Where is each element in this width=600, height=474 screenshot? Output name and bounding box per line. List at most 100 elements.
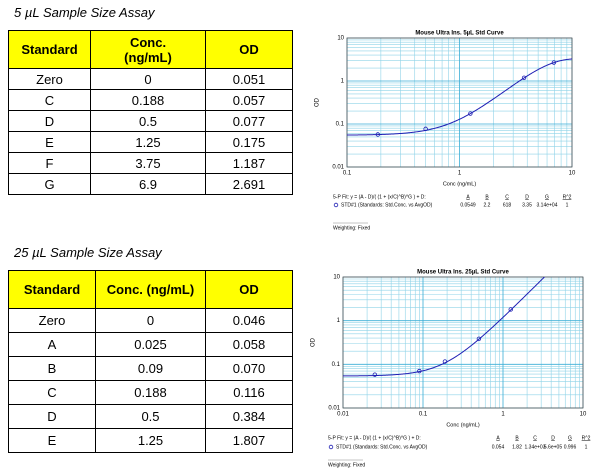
fit-header: B — [515, 435, 519, 441]
x-tick-label: 1 — [458, 171, 462, 177]
fit-curve — [347, 58, 572, 136]
fit-value: 618 — [503, 202, 512, 208]
x-axis-label: Conc (ng/mL) — [443, 181, 476, 187]
data-point — [468, 111, 473, 116]
legend-marker — [328, 444, 334, 450]
row: B 0.09 0.070 — [8, 356, 293, 381]
cell: 0.025 — [95, 332, 206, 357]
cell: 0.070 — [205, 356, 293, 381]
fit-value: 1.82 — [512, 444, 522, 450]
data-point — [375, 132, 381, 137]
cell: 0.5 — [90, 110, 206, 132]
assay-title: 25 µL Sample Size Assay — [14, 245, 162, 260]
x-tick-label: 0.01 — [337, 412, 349, 418]
fit-value: 3.14e+04 — [537, 202, 558, 208]
legend-marker — [333, 202, 339, 208]
assay-title: 5 µL Sample Size Assay — [14, 5, 155, 20]
fit-header: C — [505, 194, 509, 200]
fit-formula: 5-P Fit: y = (A - D)/( (1 + (x/C)^B)^G )… — [333, 194, 426, 200]
y-tick-label: 0.1 — [336, 122, 345, 128]
chart-title: Mouse Ultra Ins. 25µL Std Curve — [417, 270, 509, 276]
header-cell: OD — [205, 30, 293, 69]
row: D 0.5 0.384 — [8, 404, 293, 429]
cell: 1.25 — [95, 428, 206, 453]
row: D 0.5 0.077 — [8, 110, 293, 132]
fit-value: 1 — [585, 444, 588, 450]
cell: 1.807 — [205, 428, 293, 453]
data-point — [417, 368, 422, 374]
cell: 0.188 — [95, 380, 206, 405]
note: Weighting: Fixed — [328, 462, 365, 468]
cell: 2.691 — [205, 173, 293, 195]
fit-header: D — [551, 435, 555, 441]
fit-curve — [343, 277, 546, 377]
cell: 0.175 — [205, 131, 293, 153]
cell: 0.077 — [205, 110, 293, 132]
cell: D — [8, 404, 96, 429]
header-row: Standard Conc. (ng/mL) OD — [8, 270, 293, 309]
cell: Zero — [8, 308, 96, 333]
cell: B — [8, 356, 96, 381]
y-tick-label: 0.01 — [332, 165, 344, 171]
row: C 0.188 0.057 — [8, 89, 293, 111]
cell: 0 — [95, 308, 206, 333]
cell: 0.384 — [205, 404, 293, 429]
header-cell: Standard — [8, 30, 91, 69]
cell: F — [8, 152, 91, 174]
fit-value: 5.6e+05 — [544, 444, 562, 450]
y-tick-label: 1 — [341, 79, 345, 85]
row: G 6.9 2.691 — [8, 173, 293, 195]
row: E 1.25 1.807 — [8, 428, 293, 453]
row: Zero 0 0.046 — [8, 308, 293, 333]
x-tick-label: 10 — [569, 171, 576, 177]
data-table: Standard Conc. (ng/mL) OD Zero 0 0.046 A 0.025 0… — [8, 270, 293, 453]
fit-value: 2.2 — [484, 202, 491, 208]
x-axis-label: Conc (ng/mL) — [446, 422, 479, 428]
x-tick-label: 0.1 — [419, 412, 428, 418]
cell: C — [8, 380, 96, 405]
cell: 0 — [90, 68, 206, 90]
note: Weighting: Fixed — [333, 225, 370, 231]
cell: 3.75 — [90, 152, 206, 174]
data-point — [372, 372, 378, 377]
cell: 0.046 — [205, 308, 293, 333]
cell: 1.25 — [90, 131, 206, 153]
fit-header: R^2 — [563, 194, 572, 200]
header-cell: Conc. (ng/mL) — [90, 30, 206, 69]
fit-header: G — [568, 435, 572, 441]
cell: 6.9 — [90, 173, 206, 195]
cell: 0.058 — [205, 332, 293, 357]
plot-frame — [346, 37, 573, 168]
plot-frame — [342, 276, 584, 409]
data-point — [442, 359, 448, 364]
x-tick-label: 1 — [501, 412, 505, 418]
legend-label: STD#1 (Standards: Std.Conc. vs AvgOD) — [341, 202, 433, 208]
fit-value: 1 — [566, 202, 569, 208]
cell: 1.187 — [205, 152, 293, 174]
y-tick-label: 10 — [333, 275, 340, 281]
row: F 3.75 1.187 — [8, 152, 293, 174]
cell: E — [8, 428, 96, 453]
row: Zero 0 0.051 — [8, 68, 293, 90]
y-tick-label: 1 — [337, 318, 341, 324]
y-tick-label: 0.1 — [332, 362, 341, 368]
legend-label: STD#1 (Standards: Std.Conc. vs AvgOD) — [336, 444, 428, 450]
x-tick-label: 10 — [580, 412, 587, 418]
fit-header: C — [533, 435, 537, 441]
cell: 0.051 — [205, 68, 293, 90]
y-axis-label: OD — [311, 337, 317, 347]
row: E 1.25 0.175 — [8, 131, 293, 153]
row: A 0.025 0.058 — [8, 332, 293, 357]
y-tick-label: 10 — [337, 36, 344, 42]
fit-value: 0.996 — [564, 444, 577, 450]
header-cell: Standard — [8, 270, 96, 309]
cell: 0.057 — [205, 89, 293, 111]
row: C 0.188 0.116 — [8, 380, 293, 405]
fit-formula: 5-P Fit: y = (A - D)/( (1 + (x/C)^B)^G )… — [328, 435, 421, 441]
cell: 0.09 — [95, 356, 206, 381]
data-table: Standard Conc. (ng/mL) OD Zero 0 0.051 C 0.188 0… — [8, 30, 293, 195]
cell: 0.116 — [205, 380, 293, 405]
fit-value: 3.35 — [522, 202, 532, 208]
